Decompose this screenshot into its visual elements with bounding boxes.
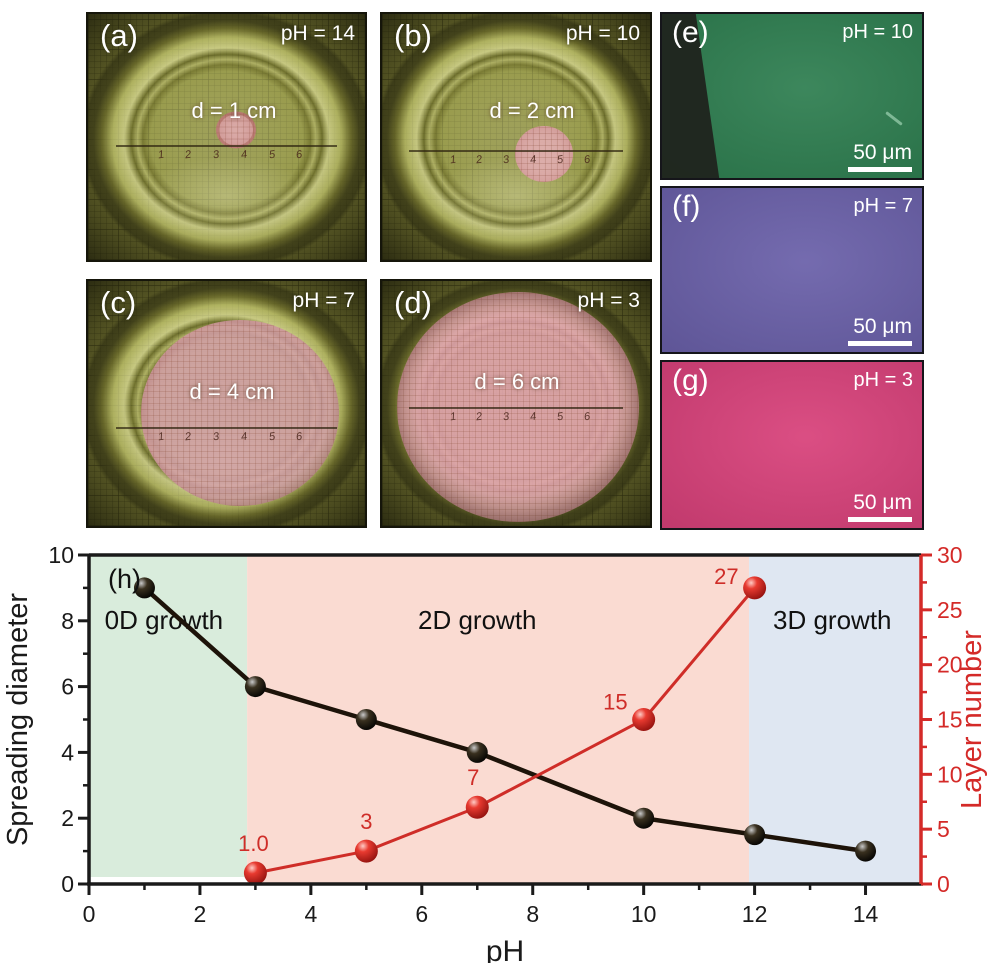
data-point-spreading-diameter (133, 577, 155, 599)
panel-letter: (g) (672, 364, 709, 397)
scale-bar (848, 167, 912, 172)
data-point-spreading-diameter (466, 741, 488, 763)
vignette-overlay (382, 14, 650, 260)
data-point-layer-number (465, 795, 489, 819)
micrograph-tint (662, 362, 922, 528)
y-left-tick-label: 2 (61, 805, 74, 831)
ph-value-label: pH = 3 (853, 369, 913, 391)
region-2d-growth (247, 555, 750, 884)
scale-bar-label: 50 μm (853, 491, 912, 514)
data-point-layer-number (354, 839, 378, 863)
vignette-overlay (382, 281, 650, 526)
y-right-tick-label: 15 (937, 707, 963, 733)
x-tick-label: 10 (631, 901, 657, 927)
micrograph-panel-f: (f) pH = 7 50 μm (660, 186, 924, 354)
y-left-tick-label: 6 (61, 674, 74, 700)
region-label-0d-growth: 0D growth (105, 605, 224, 635)
point-label-layer-number: 7 (467, 765, 479, 790)
photo-panel-d: 123456 (d) pH = 3 d = 6 cm (380, 279, 652, 528)
region-label-2d-growth: 2D growth (418, 605, 537, 635)
point-label-layer-number: 3 (360, 809, 372, 834)
panel-letter: (f) (672, 190, 701, 223)
data-point-layer-number (743, 576, 767, 600)
scale-bar (848, 341, 912, 346)
region-0d-growth (89, 555, 248, 877)
data-point-spreading-diameter (355, 709, 377, 730)
data-point-spreading-diameter (633, 807, 655, 829)
region-3d-growth (749, 555, 921, 884)
y-left-tick-label: 4 (61, 739, 74, 765)
micrograph-panel-g: (g) pH = 3 50 μm (660, 360, 924, 530)
panel-letter: (d) (394, 285, 432, 320)
ph-value-label: pH = 7 (853, 195, 913, 217)
data-point-layer-number (243, 861, 267, 885)
point-label-layer-number: 15 (603, 690, 627, 715)
photo-panel-a: 123456 (a) pH = 14 d = 1 cm (86, 12, 367, 262)
ph-value-label: pH = 14 (280, 22, 355, 45)
x-tick-label: 2 (194, 901, 207, 927)
diameter-label: d = 4 cm (189, 379, 275, 404)
scale-bar-label: 50 μm (853, 141, 912, 164)
x-tick-label: 6 (415, 901, 428, 927)
scale-bar (848, 517, 912, 522)
y-left-tick-label: 8 (61, 608, 74, 634)
right-axis-title: Layer number (956, 630, 988, 809)
y-right-tick-label: 5 (937, 816, 950, 842)
x-tick-label: 0 (83, 901, 96, 927)
panel-letter: (b) (394, 18, 432, 53)
ph-value-label: pH = 10 (565, 22, 640, 45)
ph-value-label: pH = 3 (577, 289, 640, 312)
x-tick-label: 8 (526, 901, 539, 927)
ph-value-label: pH = 10 (842, 21, 913, 43)
vignette-overlay (88, 281, 365, 526)
scale-bar-label: 50 μm (853, 315, 912, 338)
data-point-spreading-diameter (855, 840, 877, 862)
y-left-tick-label: 10 (48, 542, 74, 568)
y-right-tick-label: 0 (937, 871, 950, 897)
left-axis-title: Spreading diameter (2, 593, 34, 846)
photo-panel-c: 123456 (c) pH = 7 d = 4 cm (86, 279, 367, 528)
chart-panel-letter: (h) (108, 564, 141, 594)
micrograph-panel-e: (e) pH = 10 50 μm (660, 12, 924, 180)
photo-panel-b: 123456 (b) pH = 10 d = 2 cm (380, 12, 652, 262)
panel-letter: (c) (100, 285, 137, 320)
point-label-layer-number: 1.0 (238, 831, 269, 856)
data-point-spreading-diameter (744, 824, 766, 846)
x-axis-title: pH (486, 935, 524, 963)
ph-value-label: pH = 7 (292, 289, 355, 312)
growth-chart: 0D growth 2D growth 3D growth 1.0 3 7 15 27 0 2 4 6… (2, 542, 988, 963)
x-tick-label: 4 (304, 901, 317, 927)
y-right-tick-label: 30 (937, 542, 963, 568)
diameter-label: d = 1 cm (191, 98, 277, 123)
x-tick-label: 12 (742, 901, 768, 927)
diameter-label: d = 6 cm (474, 369, 560, 394)
micrograph-tint (662, 188, 922, 352)
data-point-layer-number (632, 708, 656, 731)
growth-chart-panel: 0D growth 2D growth 3D growth 1.0 3 7 15 27 0 2 4 6… (0, 540, 1000, 963)
panel-letter: (a) (100, 18, 138, 53)
point-label-layer-number: 27 (714, 564, 738, 589)
y-right-tick-label: 20 (937, 652, 963, 678)
region-label-3d-growth: 3D growth (773, 605, 892, 635)
vignette-overlay (88, 14, 365, 260)
data-point-spreading-diameter (244, 676, 266, 698)
panel-letter: (e) (672, 16, 709, 49)
y-right-tick-label: 25 (937, 597, 963, 623)
x-tick-label: 14 (853, 901, 879, 927)
y-right-tick-label: 10 (937, 761, 963, 787)
y-left-tick-label: 0 (61, 871, 74, 897)
diameter-label: d = 2 cm (489, 98, 575, 123)
